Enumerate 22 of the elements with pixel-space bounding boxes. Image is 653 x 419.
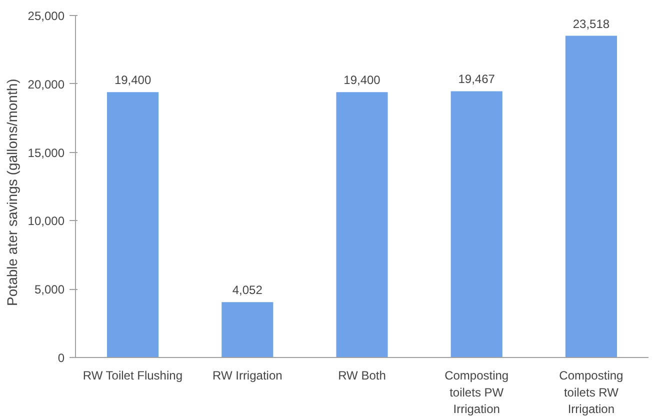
x-tick-label: Composting toilets PW Irrigation xyxy=(444,368,509,416)
bar xyxy=(222,302,274,358)
data-label: 23,518 xyxy=(572,16,610,31)
bar xyxy=(450,91,502,358)
bar xyxy=(336,92,388,358)
bar xyxy=(565,36,617,358)
y-tick-label: 15,000 xyxy=(28,146,65,160)
x-tick-label: RW Irrigation xyxy=(212,368,282,382)
data-label: 19,467 xyxy=(458,72,496,86)
data-label: 19,400 xyxy=(344,73,381,88)
data-label: 19,400 xyxy=(114,73,152,88)
x-tick-label: RW Both xyxy=(338,368,386,382)
x-tick-label: Composting toilets RW Irrigation xyxy=(559,368,624,416)
y-tick-label: 25,000 xyxy=(28,9,65,23)
y-tick-label: 10,000 xyxy=(28,214,65,228)
x-tick-label: RW Toilet Flushing xyxy=(82,368,182,382)
data-label: 4,052 xyxy=(232,283,263,298)
y-tick-label: 5,000 xyxy=(34,282,65,297)
bar xyxy=(107,92,159,358)
y-axis-title: Potable ater savings (gallons/month) xyxy=(4,78,20,306)
y-tick-label: 0 xyxy=(58,351,65,365)
y-tick-label: 20,000 xyxy=(28,77,65,92)
